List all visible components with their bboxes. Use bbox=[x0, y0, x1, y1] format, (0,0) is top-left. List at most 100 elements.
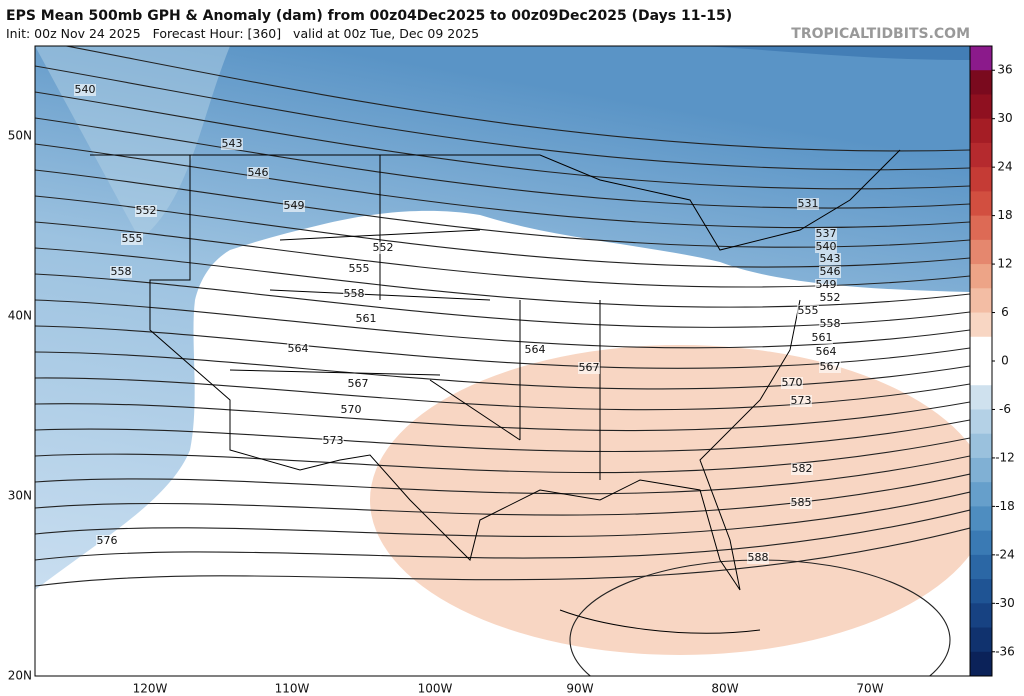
contour-label-bg bbox=[247, 167, 269, 179]
contour-label-bg bbox=[110, 266, 132, 278]
contour-line bbox=[35, 169, 970, 248]
contour-label: 546 bbox=[820, 265, 841, 278]
contour-label: 573 bbox=[791, 394, 812, 407]
contour-label: 582 bbox=[792, 462, 813, 475]
contour-label-bg bbox=[135, 205, 157, 217]
colorbar-block bbox=[970, 457, 992, 483]
contour-label: 549 bbox=[284, 199, 305, 212]
positive-anomaly bbox=[370, 345, 970, 655]
colorbar-tick-label: 0 bbox=[1001, 354, 1009, 368]
latitude-label: 40N bbox=[8, 309, 32, 323]
colorbar-block bbox=[970, 142, 992, 168]
contour-label-bg bbox=[221, 138, 243, 150]
colorbar-tick-label: 24 bbox=[997, 160, 1012, 174]
contour-label: 561 bbox=[356, 312, 377, 325]
contour-label-bg bbox=[578, 362, 600, 374]
contour-label-bg bbox=[74, 84, 96, 96]
contour-label: 570 bbox=[782, 376, 803, 389]
contour-label: 543 bbox=[222, 137, 243, 150]
colorbar-tick-label: 6 bbox=[1001, 305, 1009, 319]
colorbar-block bbox=[970, 312, 992, 338]
contour-label-bg bbox=[819, 292, 841, 304]
contour-label: 543 bbox=[820, 252, 841, 265]
longitude-label: 110W bbox=[275, 682, 310, 696]
latitude-label: 50N bbox=[8, 129, 32, 143]
contour-label: 564 bbox=[816, 345, 837, 358]
contour-label-bg bbox=[811, 332, 833, 344]
contour-line bbox=[35, 491, 970, 538]
contour-line bbox=[35, 401, 970, 432]
contour-label-bg bbox=[355, 313, 377, 325]
contour-label-bg bbox=[797, 198, 819, 210]
contour-label: 531 bbox=[798, 197, 819, 210]
colorbar-block bbox=[970, 239, 992, 265]
site-name: TROPICALTIDBITS.COM bbox=[791, 26, 970, 42]
contour-label: 585 bbox=[791, 496, 812, 509]
title: EPS Mean 500mb GPH & Anomaly (dam) from … bbox=[6, 8, 732, 24]
cuba bbox=[559, 609, 761, 634]
contour-label-bg bbox=[96, 535, 118, 547]
colorbar-block bbox=[970, 118, 992, 144]
contour-label-bg bbox=[797, 305, 819, 317]
contour-label-bg bbox=[819, 361, 841, 373]
contour-line bbox=[35, 273, 970, 328]
contour-label: 555 bbox=[798, 304, 819, 317]
longitude-label: 70W bbox=[856, 682, 883, 696]
colorbar-block bbox=[970, 385, 992, 410]
contour-label: 540 bbox=[816, 240, 837, 253]
colorbar: 36 30 24 18 12 6 0 -6 -12 -18 -24 -30 -36 bbox=[969, 45, 1015, 677]
colorbar-block bbox=[970, 288, 992, 314]
contour-label: 567 bbox=[348, 377, 369, 390]
contour-label: 561 bbox=[812, 331, 833, 344]
colorbar-tick-label: -24 bbox=[995, 547, 1015, 561]
contour-line bbox=[35, 509, 970, 561]
contour-label: 558 bbox=[344, 287, 365, 300]
colorbar-block bbox=[970, 46, 992, 71]
contour-label: 558 bbox=[820, 317, 841, 330]
colorbar-block bbox=[970, 361, 992, 386]
colorbar-tick-label: 36 bbox=[997, 63, 1012, 77]
contour-label: 573 bbox=[323, 434, 344, 447]
contour-label-bg bbox=[121, 233, 143, 245]
colorbar-block bbox=[970, 627, 992, 653]
colorbar-tick-label: -30 bbox=[995, 596, 1015, 610]
colorbar-block bbox=[970, 215, 992, 241]
contour-label: 576 bbox=[97, 534, 118, 547]
contour-label-bg bbox=[790, 395, 812, 407]
contour-line bbox=[35, 437, 970, 474]
contour-label: 555 bbox=[122, 232, 143, 245]
map bbox=[35, 46, 970, 676]
contour-line bbox=[63, 46, 970, 152]
colorbar-block bbox=[970, 264, 992, 289]
contour-label-bg bbox=[815, 228, 837, 240]
contour-label-bg bbox=[815, 241, 837, 253]
contour-label: 552 bbox=[820, 291, 841, 304]
colorbar-tick-label: -6 bbox=[999, 402, 1011, 416]
colorbar-tick-label: -18 bbox=[995, 499, 1015, 513]
contour-line bbox=[35, 377, 970, 411]
contour-label-bg bbox=[524, 344, 546, 356]
contour-label-bg bbox=[372, 242, 394, 254]
colorbar-block bbox=[970, 530, 992, 556]
colorbar-tick-label: 12 bbox=[997, 257, 1012, 271]
longitude-label: 120W bbox=[133, 682, 168, 696]
contour-label: 564 bbox=[525, 343, 546, 356]
contour-label: 546 bbox=[248, 166, 269, 179]
contour-line bbox=[35, 351, 970, 390]
colorbar-block bbox=[970, 191, 992, 217]
contour-line bbox=[35, 419, 970, 453]
colorbar-block bbox=[970, 94, 992, 120]
contour-line bbox=[35, 143, 970, 229]
contour-label-bg bbox=[815, 346, 837, 358]
contour-label: 558 bbox=[111, 265, 132, 278]
contour-label: 567 bbox=[820, 360, 841, 373]
colorbar-tick-label: -36 bbox=[995, 644, 1015, 658]
state-borders bbox=[90, 149, 901, 591]
contour-line bbox=[35, 299, 970, 349]
strong-negative-anomaly bbox=[35, 46, 970, 60]
contour-label: 564 bbox=[288, 342, 309, 355]
contour-label-bg bbox=[819, 253, 841, 265]
contour-label: 555 bbox=[349, 262, 370, 275]
longitude-label: 90W bbox=[566, 682, 593, 696]
